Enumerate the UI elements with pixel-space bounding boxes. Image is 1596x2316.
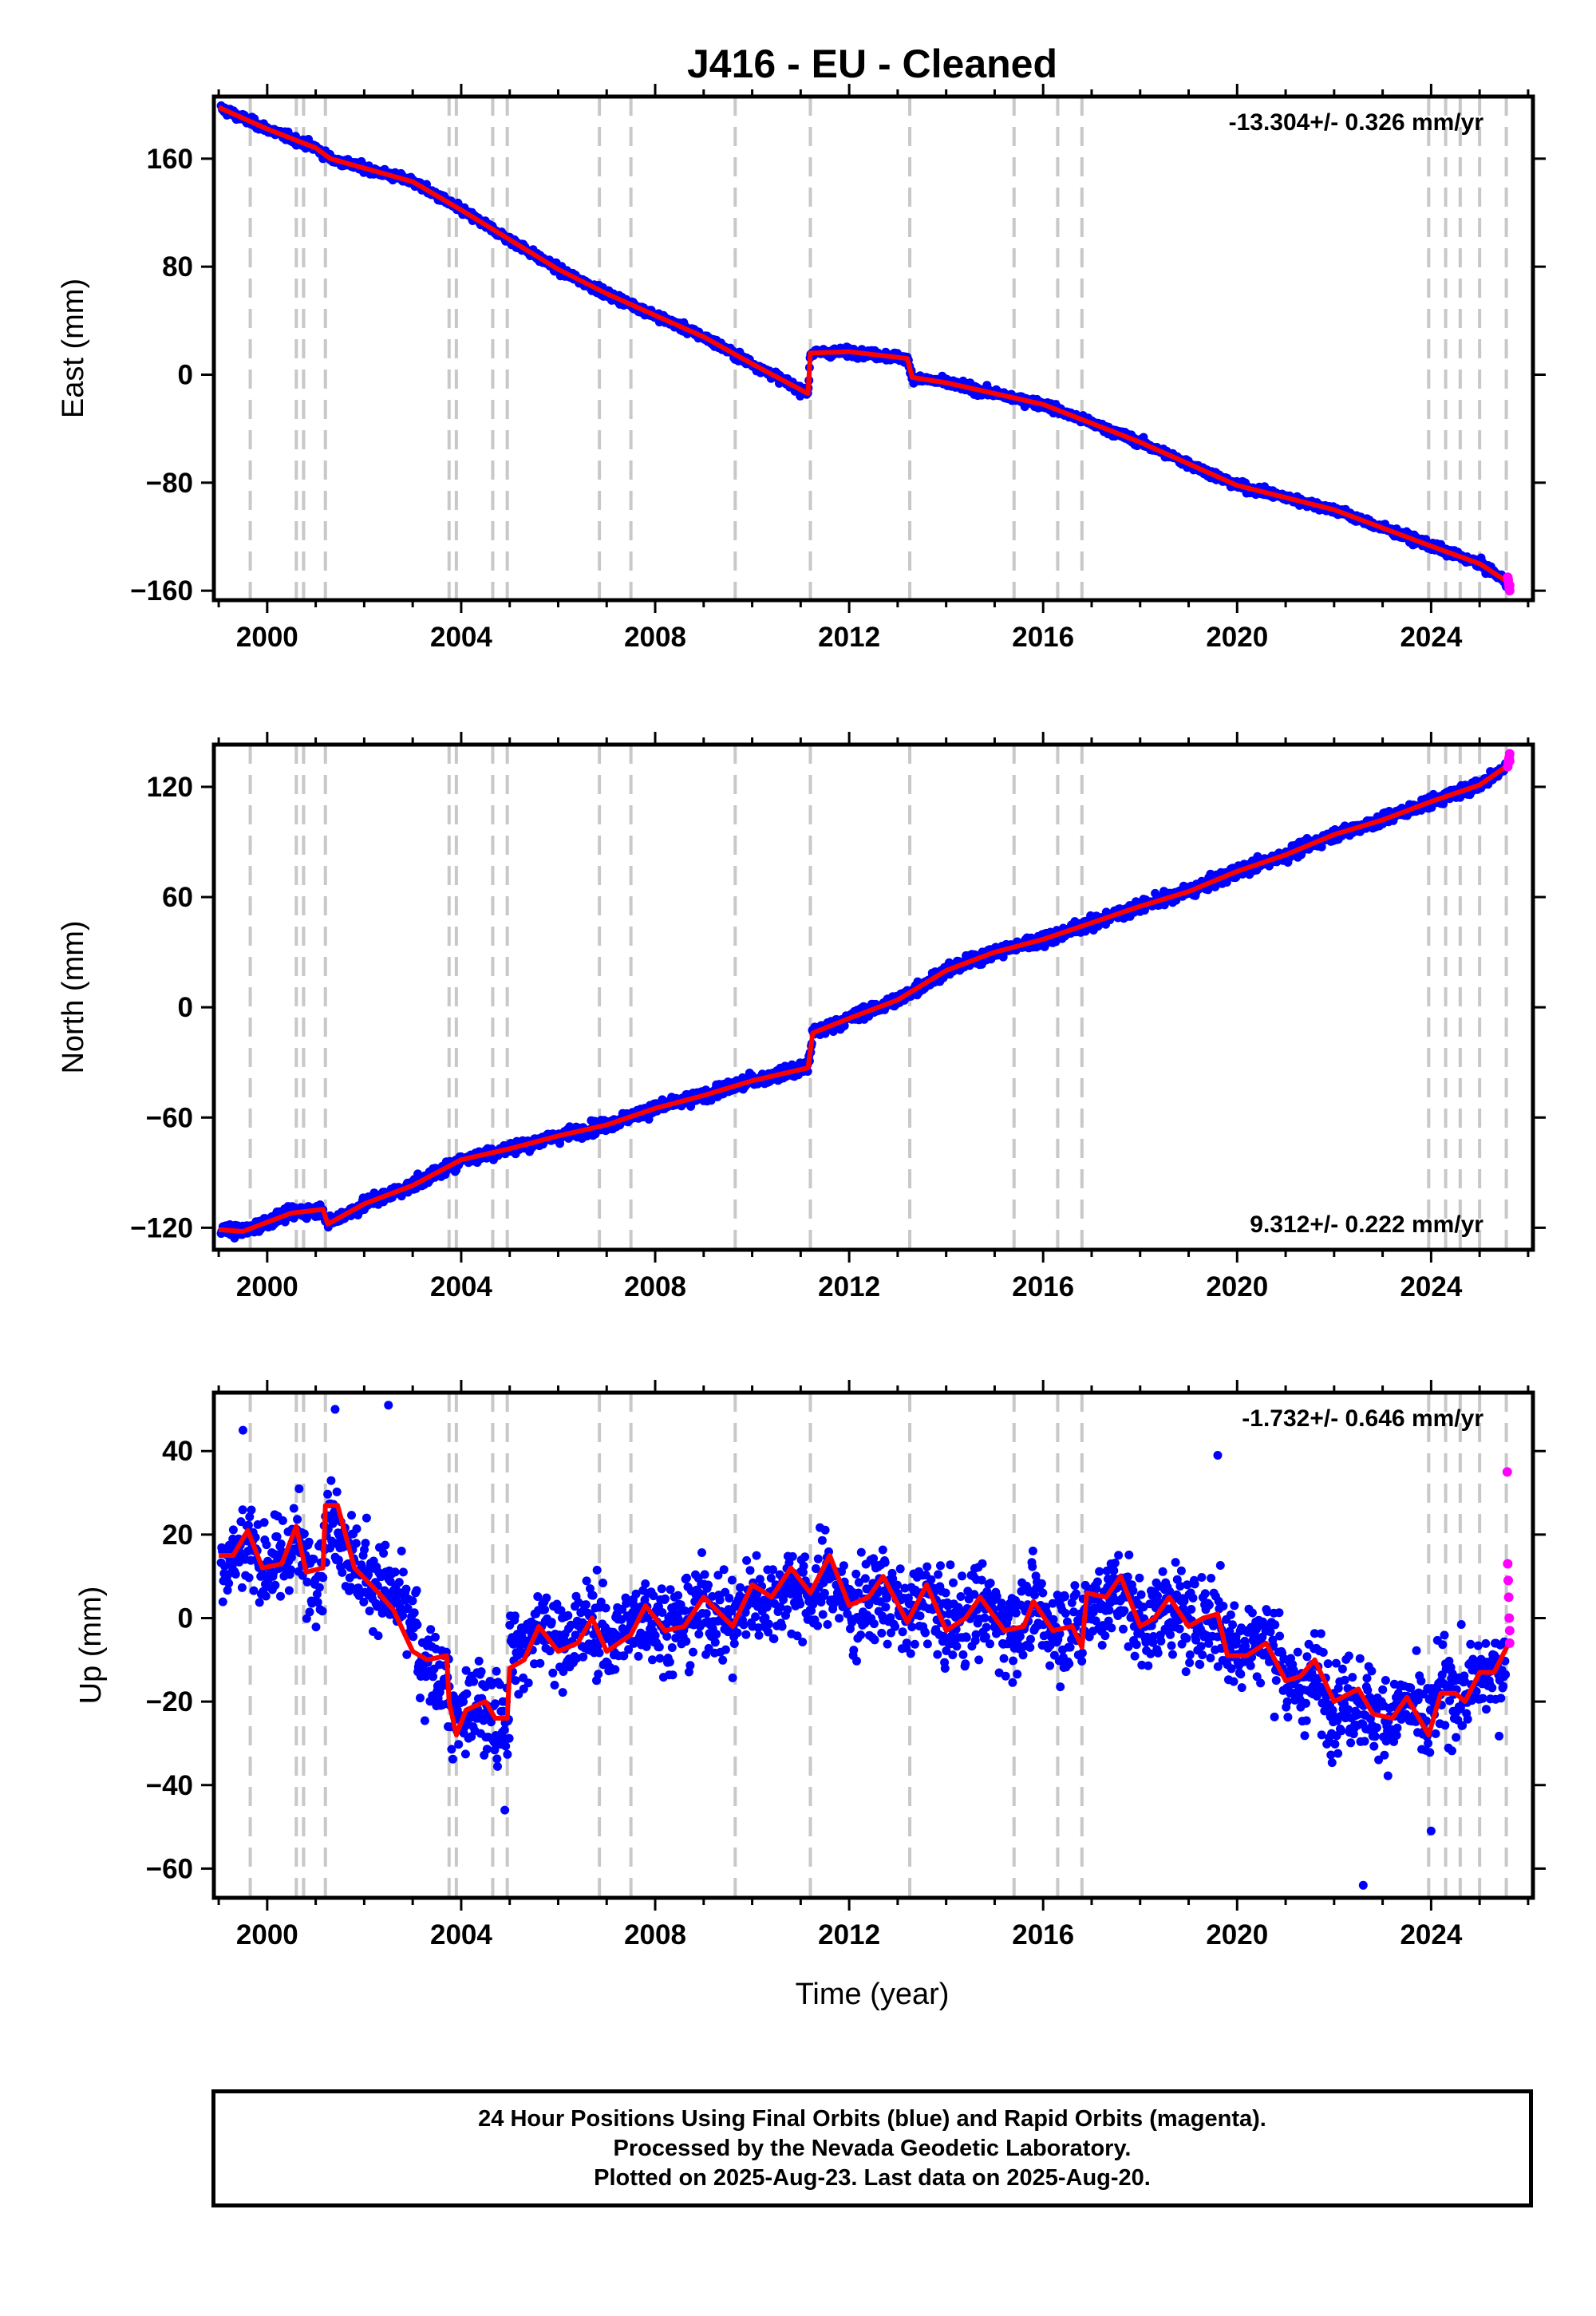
x-tick-label: 2016: [1012, 622, 1074, 653]
x-tick-label: 2000: [236, 1271, 298, 1302]
y-tick-label: −120: [130, 1212, 193, 1243]
rapid-orbit-point: [1504, 756, 1515, 766]
x-tick-label: 2012: [818, 622, 880, 653]
final-orbit-point: [397, 1547, 406, 1555]
x-tick-label: 2020: [1206, 1271, 1268, 1302]
y-tick-label: 0: [178, 992, 193, 1023]
final-orbit-point: [261, 1591, 271, 1601]
final-orbit-point: [373, 1631, 383, 1641]
final-orbit-point: [394, 1578, 404, 1587]
final-orbit-point: [237, 1583, 247, 1592]
x-tick-label: 2004: [430, 622, 492, 653]
final-orbit-point: [228, 1525, 238, 1535]
rapid-orbit-points: [1503, 749, 1515, 772]
final-orbit-point: [305, 1607, 314, 1617]
final-orbit-point: [247, 1505, 256, 1515]
final-orbit-point: [318, 1573, 328, 1583]
x-tick-label: 2008: [624, 1271, 686, 1302]
velocity-rate-label: -13.304+/- 0.326 mm/yr: [1229, 109, 1484, 136]
final-orbit-point: [311, 1622, 321, 1632]
final-orbit-point: [289, 1504, 298, 1513]
final-orbit-point: [286, 1565, 296, 1575]
y-tick-label: 0: [178, 359, 193, 390]
y-axis-label: East (mm): [57, 279, 90, 418]
y-axis-label: North (mm): [57, 920, 90, 1073]
panel-east: 160 80 0 −80 −160 2000 2004 2008 2012 2016 2020 202…: [57, 84, 1546, 653]
y-tick-label: −80: [146, 468, 193, 499]
final-orbit-point: [276, 1591, 285, 1601]
final-orbit-point: [332, 1487, 342, 1496]
final-orbit-point: [259, 1518, 269, 1528]
final-orbit-point: [271, 1580, 280, 1590]
final-orbit-point: [365, 1607, 374, 1616]
final-orbit-point: [409, 1608, 419, 1618]
x-tick-label: 2008: [624, 622, 686, 653]
final-orbit-point: [323, 1489, 333, 1499]
final-orbit-point: [276, 1539, 286, 1548]
final-orbit-points: [216, 101, 1511, 591]
rapid-orbit-point: [1504, 580, 1515, 591]
x-tick-label: 2016: [1012, 1271, 1074, 1302]
final-orbit-point: [408, 1596, 417, 1606]
final-orbit-point: [249, 1586, 259, 1595]
x-tick-label: 2024: [1400, 1271, 1462, 1302]
y-tick-label: 120: [147, 772, 193, 803]
velocity-rate-label: 9.312+/- 0.222 mm/yr: [1250, 1211, 1483, 1238]
final-orbit-point: [278, 1516, 287, 1525]
final-orbit-point: [302, 1577, 312, 1587]
final-orbit-point: [294, 1484, 304, 1493]
y-tick-label: 160: [147, 144, 193, 175]
x-tick-label: 2000: [236, 622, 298, 653]
final-orbit-point: [361, 1513, 371, 1523]
final-orbit-point: [401, 1584, 411, 1594]
x-tick-label: 2004: [430, 1271, 492, 1302]
x-tick-label: 2012: [818, 1271, 880, 1302]
final-orbit-point: [338, 1567, 347, 1577]
final-orbit-point: [293, 1515, 302, 1524]
final-orbit-point: [304, 1537, 314, 1547]
final-orbit-point: [402, 1650, 412, 1659]
final-orbit-points: [216, 759, 1511, 1243]
final-orbit-point: [379, 1548, 389, 1558]
model-fit-line: [217, 105, 1511, 585]
final-orbit-point: [224, 1579, 234, 1588]
final-orbit-point: [231, 1570, 240, 1579]
x-tick-label: 2020: [1206, 622, 1268, 653]
y-tick-label: −160: [130, 575, 193, 607]
plot-frame: [211, 94, 1535, 603]
final-orbit-point: [398, 1567, 408, 1577]
final-orbit-point: [238, 1505, 247, 1515]
final-orbit-point: [244, 1573, 254, 1583]
final-orbit-point: [255, 1598, 264, 1607]
panel-north: 120 60 0 −60 −120 2000 2004 2008 2012 2016 2020 202…: [57, 732, 1546, 1302]
final-orbit-point: [284, 1586, 294, 1595]
chart-title: J416 - EU - Cleaned: [687, 41, 1057, 86]
final-orbit-point: [314, 1583, 324, 1592]
final-orbit-point: [351, 1539, 361, 1548]
final-orbit-point: [381, 1540, 390, 1550]
y-tick-label: 60: [162, 882, 193, 913]
plot-frame: [211, 742, 1535, 1252]
final-orbit-point: [318, 1607, 327, 1616]
final-orbit-point: [409, 1632, 418, 1642]
y-tick-label: 80: [162, 251, 193, 283]
final-orbit-point: [361, 1539, 370, 1548]
final-orbit-point: [218, 1597, 227, 1607]
final-orbit-point: [347, 1511, 356, 1520]
rapid-orbit-points: [1503, 572, 1515, 596]
final-orbit-point: [352, 1524, 361, 1534]
final-orbit-point: [262, 1540, 271, 1550]
final-orbit-point: [326, 1476, 336, 1485]
final-orbit-point: [390, 1567, 400, 1577]
final-orbit-point: [309, 1555, 318, 1564]
y-tick-label: −60: [146, 1102, 193, 1133]
x-tick-label: 2024: [1400, 622, 1462, 653]
final-orbit-point: [299, 1529, 309, 1539]
